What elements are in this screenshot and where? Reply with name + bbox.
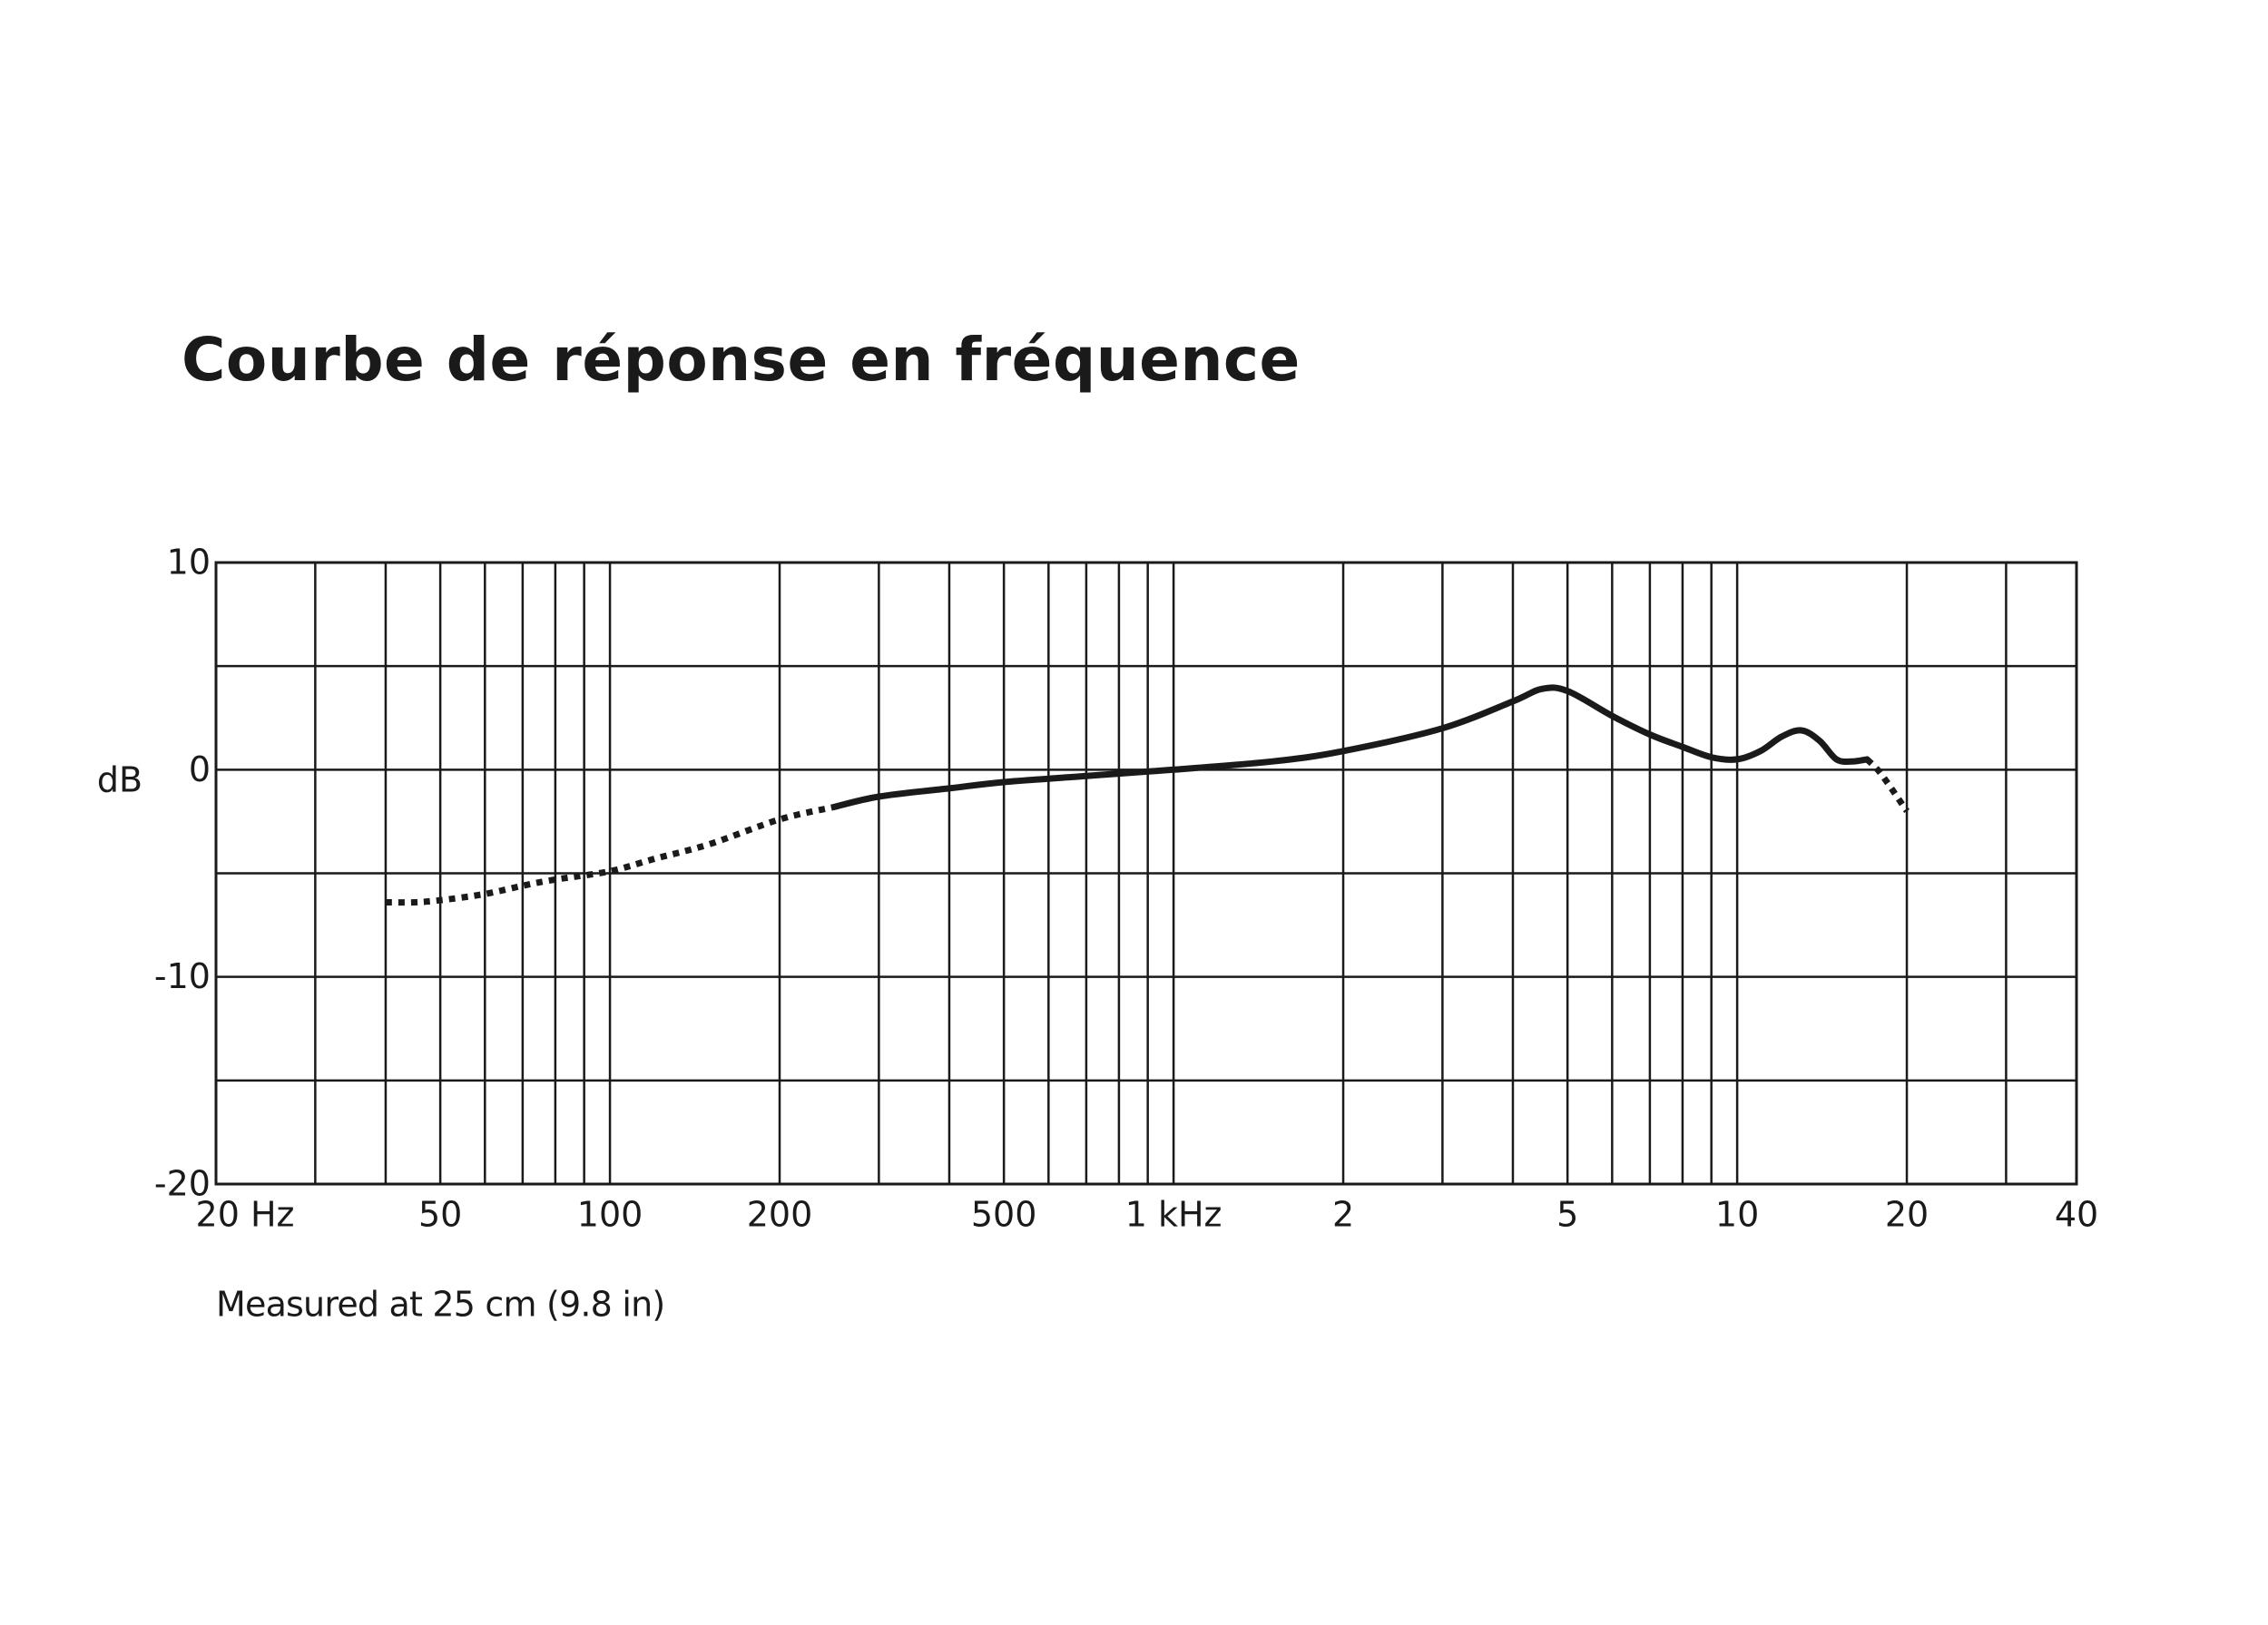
x-tick-label: 20 Hz	[196, 1195, 295, 1235]
x-tick-label: 50	[418, 1195, 462, 1235]
x-tick-label: 500	[971, 1195, 1037, 1235]
x-tick-label: 20	[1885, 1195, 1929, 1235]
x-tick-label: 10	[1715, 1195, 1759, 1235]
y-tick-label: 10	[167, 543, 211, 582]
y-tick-label: -10	[154, 956, 211, 996]
response-curve-dotted	[385, 803, 835, 906]
series-group	[385, 684, 1910, 906]
plot-frame	[214, 561, 2078, 1186]
y-axis-tick-labels: 10 0 -10 -20	[154, 543, 211, 1204]
y-axis-label: dB	[97, 760, 142, 800]
chart-title: Courbe de réponse en fréquence	[182, 325, 1301, 395]
x-axis-tick-labels: 20 Hz 50 100 200 500 1 kHz 2 5 10 20 40	[196, 1195, 2099, 1235]
grid	[216, 563, 2077, 1184]
x-tick-label: 100	[577, 1195, 643, 1235]
measurement-note: Measured at 25 cm (9.8 in)	[216, 1285, 664, 1325]
x-tick-label: 5	[1556, 1195, 1578, 1235]
y-tick-label: -20	[154, 1164, 211, 1204]
x-tick-label: 1 kHz	[1125, 1195, 1222, 1235]
response-curve-solid	[830, 684, 1870, 810]
y-tick-label: 0	[189, 749, 211, 789]
x-tick-label: 40	[2055, 1195, 2098, 1235]
x-tick-label: 2	[1332, 1195, 1354, 1235]
response-curve-dotted	[1864, 757, 1910, 813]
x-tick-label: 200	[747, 1195, 813, 1235]
